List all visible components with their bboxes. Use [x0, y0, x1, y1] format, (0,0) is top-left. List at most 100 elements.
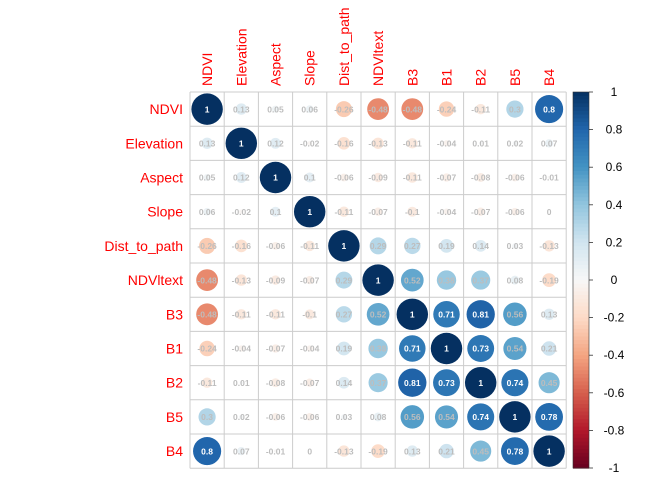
colorbar-segment: [573, 291, 589, 296]
colorbar-segment: [573, 253, 589, 259]
correlation-circle: [235, 239, 248, 253]
correlation-value-label: -0.06: [505, 207, 525, 217]
colorbar-segment: [573, 370, 589, 375]
correlation-value-label: -0.19: [539, 275, 559, 285]
column-label: B3: [404, 69, 420, 86]
correlation-value-label: -0.11: [266, 310, 285, 320]
colorbar-segment: [573, 332, 589, 337]
correlation-value-label: -0.11: [403, 139, 422, 149]
colorbar-segment: [573, 125, 589, 131]
correlation-circle: [366, 302, 390, 326]
correlation-value-label: -0.06: [334, 173, 354, 183]
correlation-circle: [396, 298, 429, 331]
column-label: NDVI: [199, 53, 215, 86]
correlation-value-label: -0.48: [197, 275, 217, 285]
colorbar-segment: [573, 223, 589, 228]
correlation-value-label: -0.16: [334, 139, 354, 149]
column-label: Aspect: [268, 43, 284, 86]
row-label: B1: [166, 341, 183, 357]
correlation-circle: [337, 137, 351, 150]
colorbar-segment: [573, 257, 589, 262]
correlation-value-label: 0.21: [438, 446, 455, 456]
correlation-circle: [512, 243, 518, 249]
correlation-value-label: 0.07: [233, 446, 250, 456]
correlation-circle: [196, 303, 218, 326]
correlation-circle: [510, 275, 520, 285]
correlation-circle: [436, 270, 457, 290]
row-label: B3: [166, 306, 183, 322]
correlation-circle: [338, 206, 350, 217]
correlation-value-label: 0.12: [233, 173, 250, 183]
colorbar-segment: [573, 283, 589, 289]
colorbar-segment: [573, 336, 589, 341]
correlation-value-label: 0.73: [438, 378, 455, 388]
correlation-value-label: 0.29: [336, 275, 353, 285]
colorbar-segment: [573, 170, 589, 176]
colorbar-segment: [573, 460, 589, 465]
correlation-value-label: -0.06: [266, 241, 286, 251]
column-labels: NDVI Elevation Aspect Slope Dist_to_path NDVl…: [199, 7, 557, 86]
correlation-circle: [193, 437, 222, 466]
correlation-value-label: -0.26: [334, 104, 354, 114]
colorbar-segment: [573, 295, 589, 300]
correlation-value-label: 0.02: [507, 139, 524, 149]
colorbar-segment: [573, 302, 589, 307]
colorbar-segment: [573, 298, 589, 304]
colorbar-segment: [573, 306, 589, 311]
column-label: B5: [507, 69, 523, 86]
correlation-circle: [305, 275, 314, 285]
colorbar-segment: [573, 422, 589, 428]
correlation-circle: [239, 381, 243, 385]
correlation-circle: [271, 378, 280, 388]
color-legend: 1 0.8 0.6 0.4 0.2 0 -0.2 -0.4 -0.6 -0.8 -1: [572, 85, 625, 475]
colorbar-segment: [573, 366, 589, 371]
correlation-circle: [237, 446, 246, 456]
correlation-circle: [293, 195, 326, 228]
correlation-circle: [304, 309, 315, 320]
correlation-value-label: -0.07: [437, 173, 457, 183]
correlation-value-label: 0.45: [541, 378, 558, 388]
colorbar-segment: [573, 456, 589, 462]
correlation-circle: [270, 206, 281, 217]
correlation-value-label: 0.29: [370, 241, 387, 251]
row-label: B2: [166, 375, 183, 391]
correlation-value-label: -0.07: [300, 275, 320, 285]
colorbar-segment: [573, 445, 589, 450]
correlation-circle: [538, 372, 560, 394]
correlation-circle: [433, 301, 460, 328]
correlation-value-label: -0.19: [368, 446, 388, 456]
correlation-circle: [506, 100, 524, 118]
correlation-circle: [398, 368, 427, 397]
correlation-value-label: 0.06: [199, 207, 216, 217]
colorbar-segment: [573, 118, 589, 123]
correlation-circle: [305, 378, 314, 387]
correlation-value-label: -0.24: [197, 344, 217, 354]
correlation-circle: [271, 413, 280, 421]
colorbar-segment: [573, 212, 589, 217]
correlation-value-label: 0.8: [543, 104, 555, 114]
colorbar-segment: [573, 411, 589, 416]
colorbar-segment: [573, 148, 589, 153]
correlation-value-label: 0.54: [438, 412, 455, 422]
correlation-value-label: 1: [513, 412, 518, 422]
correlation-value-label: 0.81: [472, 310, 489, 320]
colorbar-segment: [573, 276, 589, 281]
correlation-circle: [433, 369, 460, 397]
correlation-value-label: -0.01: [266, 446, 286, 456]
correlation-circle: [367, 98, 389, 120]
correlation-value-label: -0.04: [232, 344, 252, 354]
correlation-circle: [476, 173, 486, 182]
correlation-circle: [399, 335, 426, 362]
colorbar-segment: [573, 234, 589, 240]
colorbar-segment: [573, 208, 589, 213]
correlation-circle: [535, 95, 564, 124]
colorbar-segment: [573, 129, 589, 134]
colorbar-segment: [573, 227, 589, 232]
colorbar-segment: [573, 313, 589, 319]
correlation-value-label: -0.04: [437, 207, 457, 217]
correlation-value-label: -0.09: [266, 275, 286, 285]
correlation-value-label: 0.1: [270, 207, 282, 217]
correlation-circle: [328, 230, 360, 262]
correlation-circle: [271, 242, 280, 250]
correlation-value-label: -0.07: [471, 207, 491, 217]
